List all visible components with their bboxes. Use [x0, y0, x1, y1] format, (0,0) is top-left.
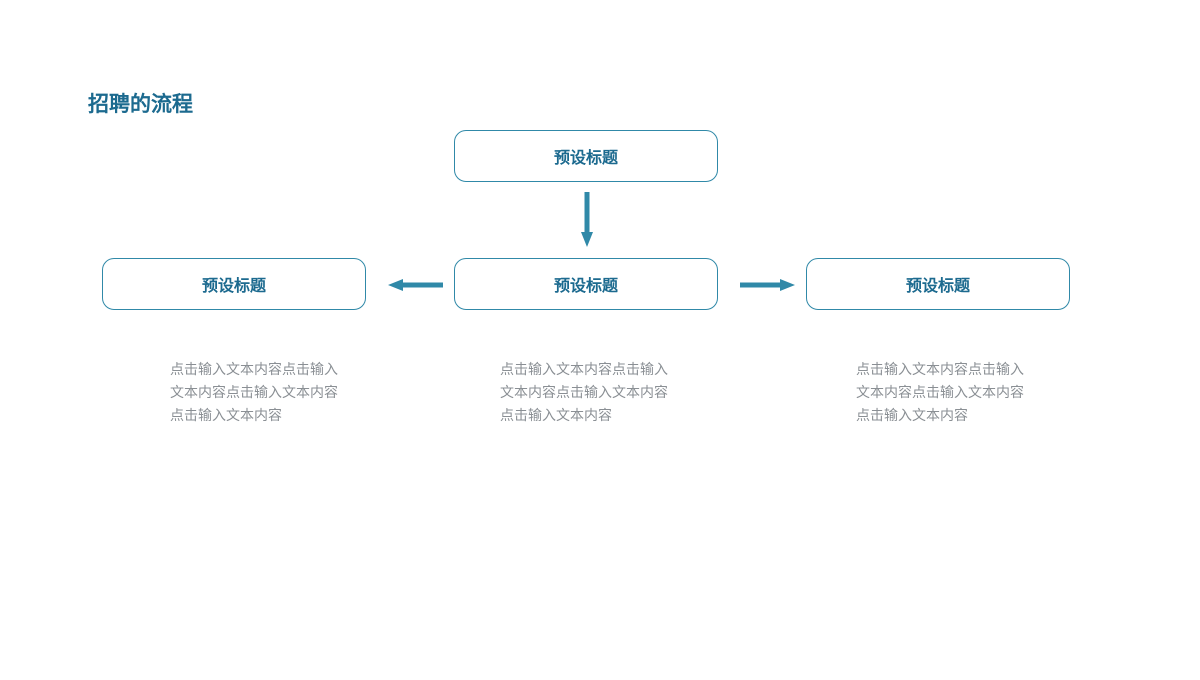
node-right-label: 预设标题 [906, 272, 970, 296]
flowchart-node-left: 预设标题 [102, 258, 366, 310]
flowchart-node-top: 预设标题 [454, 130, 718, 182]
page-title: 招聘的流程 [88, 88, 193, 118]
flowchart-node-right: 预设标题 [806, 258, 1070, 310]
node-top-label: 预设标题 [554, 144, 618, 168]
description-left: 点击输入文本内容点击输入文本内容点击输入文本内容点击输入文本内容 [170, 358, 340, 427]
description-center: 点击输入文本内容点击输入文本内容点击输入文本内容点击输入文本内容 [500, 358, 670, 427]
arrow-right-icon [740, 279, 795, 291]
node-left-label: 预设标题 [202, 272, 266, 296]
node-center-label: 预设标题 [554, 272, 618, 296]
description-right: 点击输入文本内容点击输入文本内容点击输入文本内容点击输入文本内容 [856, 358, 1026, 427]
flowchart-node-center: 预设标题 [454, 258, 718, 310]
arrow-left-icon [388, 279, 443, 291]
arrow-down-icon [581, 192, 593, 247]
